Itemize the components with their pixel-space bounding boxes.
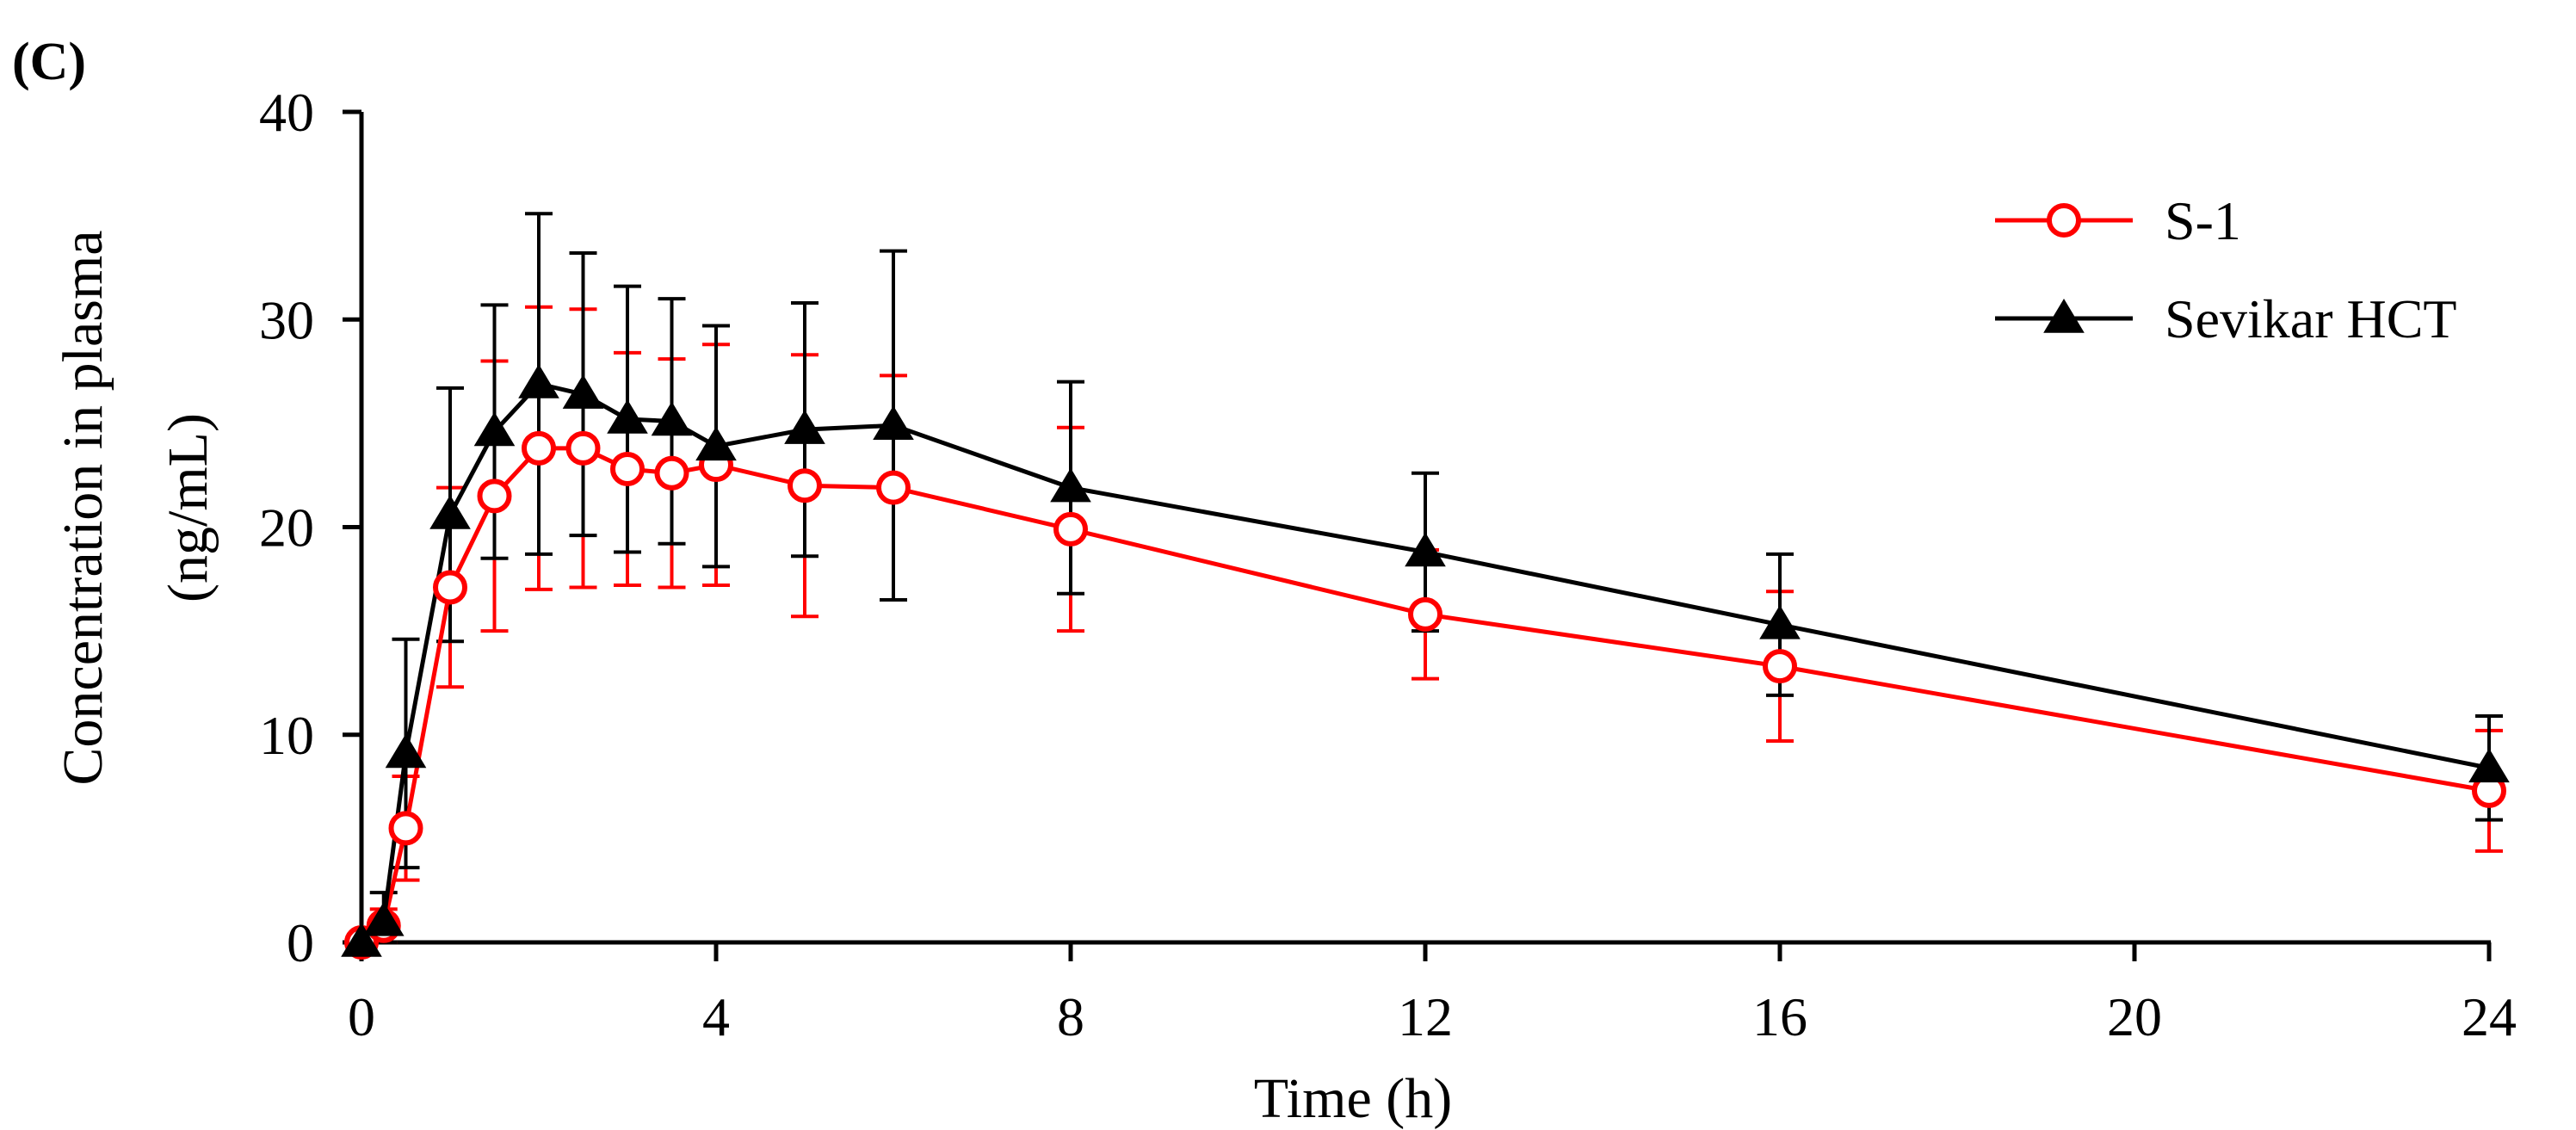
x-tick-label: 12 xyxy=(1398,986,1453,1047)
legend-swatch-marker xyxy=(2043,299,2085,333)
data-point xyxy=(1759,604,1801,639)
data-point xyxy=(562,374,604,409)
series-line-0 xyxy=(360,446,2490,945)
series-line-1 xyxy=(360,381,2490,944)
data-point xyxy=(610,451,645,486)
data-point xyxy=(873,405,914,441)
legend-label: S-1 xyxy=(2165,190,2241,251)
y-axis-title-line-2: (ng/mL) xyxy=(157,413,219,602)
x-axis-title: Time (h) xyxy=(1254,1067,1452,1130)
y-tick-label: 20 xyxy=(259,497,314,559)
legend-swatch-marker xyxy=(2047,203,2081,238)
x-tick-label: 8 xyxy=(1057,986,1084,1047)
data-point xyxy=(607,399,648,434)
y-tick-label: 40 xyxy=(259,82,314,143)
data-point xyxy=(876,470,911,505)
legend-item-1: Sevikar HCT xyxy=(1995,288,2457,349)
data-point xyxy=(1763,649,1797,684)
data-point xyxy=(565,430,601,466)
y-tick-label: 0 xyxy=(287,912,314,973)
legend-label: Sevikar HCT xyxy=(2165,288,2457,349)
x-tick-label: 16 xyxy=(1752,986,1807,1047)
data-point xyxy=(362,901,405,936)
x-tick-label: 0 xyxy=(348,986,375,1047)
data-point xyxy=(477,479,512,514)
x-tick-label: 4 xyxy=(702,986,730,1047)
data-point xyxy=(784,410,825,444)
legend: S-1 Sevikar HCT xyxy=(1995,190,2457,349)
data-point xyxy=(388,811,423,846)
series-layer xyxy=(341,212,2510,960)
data-point xyxy=(788,468,822,503)
data-point xyxy=(385,733,427,769)
y-tick-label: 10 xyxy=(259,705,314,766)
legend-item-0: S-1 xyxy=(1995,190,2241,251)
x-tick-label: 24 xyxy=(2462,986,2517,1047)
data-point xyxy=(1053,511,1088,546)
y-axis-title-line-1: Concentration in plasma xyxy=(52,230,114,785)
data-point xyxy=(429,495,471,529)
data-point xyxy=(1408,596,1442,632)
data-point xyxy=(651,401,693,436)
x-tick-label: 20 xyxy=(2107,986,2162,1047)
data-point xyxy=(433,570,467,605)
data-point xyxy=(522,430,556,466)
y-tick-label: 30 xyxy=(259,289,314,350)
data-point xyxy=(473,411,516,447)
data-point xyxy=(1050,467,1091,503)
data-point xyxy=(518,364,559,398)
data-point xyxy=(341,923,382,957)
data-point xyxy=(695,426,737,461)
panel-label: (C) xyxy=(12,33,86,91)
series-markers-1 xyxy=(341,364,2510,957)
data-point xyxy=(654,455,689,491)
data-point xyxy=(1405,532,1446,567)
data-point xyxy=(2468,748,2510,783)
